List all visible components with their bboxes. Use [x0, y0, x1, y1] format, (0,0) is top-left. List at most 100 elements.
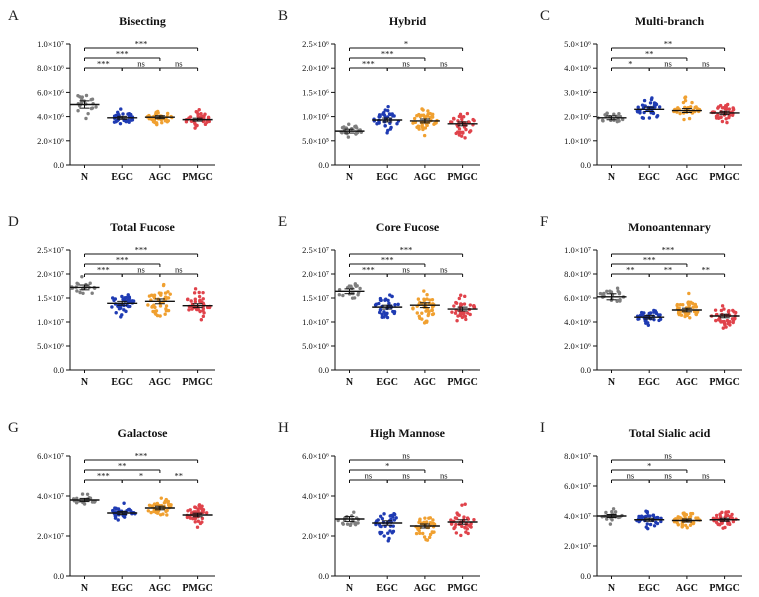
- significance-bracket: ***: [84, 245, 199, 257]
- data-point: [112, 298, 116, 303]
- data-point: [75, 496, 79, 501]
- data-point: [469, 522, 473, 526]
- significance-label: ***: [643, 255, 656, 265]
- data-point: [354, 131, 358, 136]
- panel-letter: A: [8, 8, 19, 24]
- data-point: [718, 103, 723, 108]
- significance-label: *: [628, 59, 632, 69]
- data-point: [718, 115, 723, 120]
- data-point: [154, 121, 159, 125]
- y-tick-label: 6.0×10⁶: [564, 293, 591, 303]
- panel-letter: H: [278, 420, 289, 436]
- panel-title: Hybrid: [389, 14, 427, 28]
- significance-label: ***: [362, 59, 375, 69]
- panel-f: F Monoantennary 0.0 2.0×10⁶ 4.0×10⁶ 6.0×10⁶ 8.…: [540, 214, 742, 388]
- data-point: [358, 286, 362, 291]
- data-point: [417, 127, 421, 131]
- data-point: [382, 111, 386, 115]
- data-point: [726, 510, 731, 514]
- series-pmgc: [447, 502, 478, 538]
- significance-bracket: ***: [349, 255, 426, 267]
- data-point: [725, 318, 730, 323]
- significance-label: ***: [97, 471, 110, 481]
- data-point: [418, 114, 422, 119]
- data-point: [387, 301, 391, 306]
- data-point: [719, 308, 724, 313]
- significance-bracket: ns: [686, 471, 726, 483]
- series-n: [596, 286, 627, 303]
- y-tick-label: 2.5×10⁷: [37, 245, 64, 255]
- data-point: [373, 303, 378, 307]
- data-point: [158, 304, 163, 308]
- data-point: [423, 516, 427, 520]
- y-tick-label: 0.0: [580, 160, 591, 170]
- y-tick-label: 1.5×10⁷: [302, 293, 329, 303]
- data-point: [341, 293, 345, 298]
- data-point: [449, 518, 453, 522]
- significance-bracket: ***: [84, 255, 161, 267]
- data-point: [192, 291, 197, 295]
- data-point: [648, 522, 653, 527]
- x-tick-label: PMGC: [447, 172, 478, 183]
- data-point: [116, 518, 120, 522]
- data-point: [412, 116, 417, 121]
- y-tick-label: 2.0×10⁷: [37, 531, 64, 541]
- panel-letter: B: [278, 8, 288, 24]
- data-point: [725, 102, 730, 107]
- data-point: [468, 303, 473, 307]
- data-point: [164, 297, 168, 301]
- data-point: [386, 104, 390, 109]
- data-point: [726, 321, 730, 326]
- data-point: [731, 519, 736, 524]
- significance-label: ns: [402, 471, 410, 481]
- data-point: [610, 518, 614, 522]
- data-point: [613, 510, 618, 514]
- x-tick-label: EGC: [376, 583, 398, 594]
- significance-label: ***: [662, 245, 675, 255]
- x-tick-label: N: [81, 583, 89, 594]
- data-point: [150, 304, 155, 309]
- data-point: [730, 512, 734, 517]
- data-point: [121, 297, 125, 302]
- data-point: [431, 112, 435, 117]
- significance-label: ***: [381, 49, 394, 59]
- data-point: [167, 502, 172, 507]
- data-point: [459, 293, 463, 297]
- data-point: [454, 522, 458, 527]
- significance-bracket: ns: [648, 471, 688, 483]
- y-tick-label: 6.0×10⁶: [302, 451, 329, 461]
- data-point: [84, 116, 88, 121]
- y-tick-label: 5.0×10⁵: [302, 136, 329, 146]
- data-point: [356, 521, 360, 525]
- y-tick-label: 1.0×10⁷: [37, 317, 64, 327]
- significance-bracket: *: [611, 461, 688, 473]
- series-pmgc: [447, 111, 478, 140]
- data-point: [166, 119, 171, 123]
- x-tick-label: AGC: [414, 172, 436, 183]
- series-agc: [409, 289, 440, 325]
- significance-bracket: ns: [424, 471, 464, 483]
- significance-bracket: ns: [349, 471, 388, 483]
- series-pmgc: [709, 304, 740, 330]
- significance-label: *: [139, 471, 143, 481]
- data-point: [428, 520, 433, 525]
- data-point: [383, 124, 387, 128]
- data-point: [422, 520, 426, 525]
- panel-letter: G: [8, 420, 19, 436]
- data-point: [152, 295, 156, 299]
- data-point: [121, 112, 125, 116]
- data-point: [618, 298, 622, 302]
- data-point: [732, 310, 736, 314]
- significance-label: ns: [402, 265, 410, 275]
- data-point: [341, 522, 345, 526]
- significance-label: ***: [135, 39, 148, 49]
- data-point: [88, 281, 92, 285]
- data-point: [389, 125, 393, 130]
- data-point: [726, 513, 730, 518]
- data-point: [113, 515, 118, 519]
- data-point: [422, 535, 427, 539]
- series-agc: [144, 109, 175, 127]
- data-point: [394, 516, 398, 520]
- data-point: [76, 109, 80, 113]
- data-point: [468, 312, 472, 317]
